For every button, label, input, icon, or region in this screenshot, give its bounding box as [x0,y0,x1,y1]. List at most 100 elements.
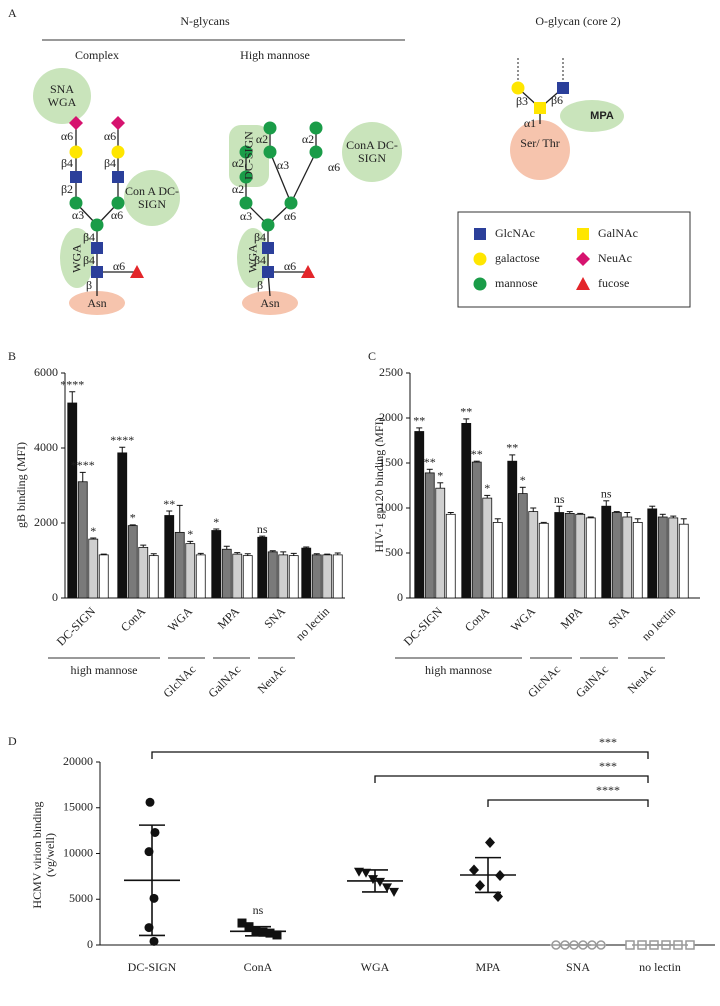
bar [414,431,425,599]
x-tick-label: no lectin [639,604,678,643]
bar [242,555,253,599]
sugar-neu [69,116,83,130]
x-tick-label: DC-SIGN [128,960,177,974]
bar [461,422,472,599]
linkage-label: α2 [256,132,268,146]
bar [185,543,196,599]
comparison-label: *** [599,735,617,749]
significance-label: ns [257,522,268,536]
linkage-label: α1 [524,116,536,130]
bar [195,554,206,599]
x-tick-label: DC-SIGN [54,604,99,649]
bar [67,402,78,599]
bar [117,452,128,599]
bar [164,515,175,599]
anchor-blob [510,120,570,180]
y-tick-label: 2000 [379,410,403,424]
bar [564,513,575,599]
significance-label: ns [601,487,612,501]
bar [148,555,159,599]
bar [257,536,268,599]
linkage-label: α3 [277,158,289,172]
legend-label: galactose [495,251,540,265]
bar [301,547,312,599]
bar [288,555,299,599]
y-tick-label: 0 [87,937,93,951]
lectin-label: WGA [69,244,84,273]
lectin-blob [237,228,269,288]
legend-label: GlcNAc [495,226,535,240]
linkage-label: β4 [104,156,116,170]
bar [232,553,243,599]
bar [435,487,446,599]
y-tick-label: 0 [397,590,403,604]
sugar-man [90,218,104,232]
panel-label: A [8,6,17,20]
x-tick-label: no lectin [639,960,681,974]
significance-label: ** [413,414,425,428]
linkage-label: α6 [111,208,123,222]
significance-label: ** [471,447,483,461]
linkage-label: α3 [240,209,252,223]
panel-label: D [8,734,17,748]
section-title: Complex [75,48,119,62]
bar [278,554,289,599]
anchor-label: Asn [260,296,280,310]
anchor-label: Ser/ Thr [520,136,560,150]
linkage-label: β [86,278,92,292]
comparison-bracket [487,799,649,807]
sugar-man [309,145,323,159]
y-tick-label: 6000 [34,365,58,379]
bar [554,512,565,599]
lectin-blob [560,100,624,132]
sugar-glc [557,82,569,94]
comparison-label: **** [596,783,620,797]
significance-label: **** [60,378,84,392]
legend-label: mannose [495,276,538,290]
sugar-man [263,121,277,135]
bar [98,554,109,599]
linkage-label: β3 [516,94,528,108]
significance-label: ** [163,497,175,511]
significance-label: * [90,524,96,538]
x-tick-label: ConA [462,604,492,634]
y-tick-label: 15000 [63,800,93,814]
x-tick-label: WGA [508,604,538,634]
x-tick-label: ConA [118,604,148,634]
significance-label: * [130,511,136,525]
group-label: GlcNAc [160,662,198,700]
bar [611,512,622,599]
sugar-man [309,121,323,135]
x-tick-label: DC-SIGN [401,604,446,649]
sugar-fuc [130,265,144,278]
data-point [361,868,371,878]
sugar-man [261,218,275,232]
group-label: NeuAc [255,662,289,696]
significance-label: * [484,481,490,495]
data-point [272,930,282,940]
x-tick-label: MPA [215,604,243,632]
x-tick-label: SNA [566,960,590,974]
legend-box [457,211,691,308]
section-title: High mannose [240,48,310,62]
bar [517,493,528,599]
bar [127,525,138,599]
sugar-man [239,196,253,210]
linkage-label: β6 [551,93,563,107]
linkage-label: β4 [83,253,95,267]
linkage-label: α2 [302,132,314,146]
group-label: GlcNAc [525,662,563,700]
data-point [493,891,503,903]
sugar-gal [69,145,83,159]
data-point [149,893,159,903]
bar [311,554,322,599]
sugar-glc [262,242,274,254]
bar [174,531,185,599]
sugar-glc [262,266,274,278]
group-label: NeuAc [625,662,659,696]
bar [622,516,633,599]
comparison-bracket [151,751,649,759]
sugar-man [473,277,487,291]
